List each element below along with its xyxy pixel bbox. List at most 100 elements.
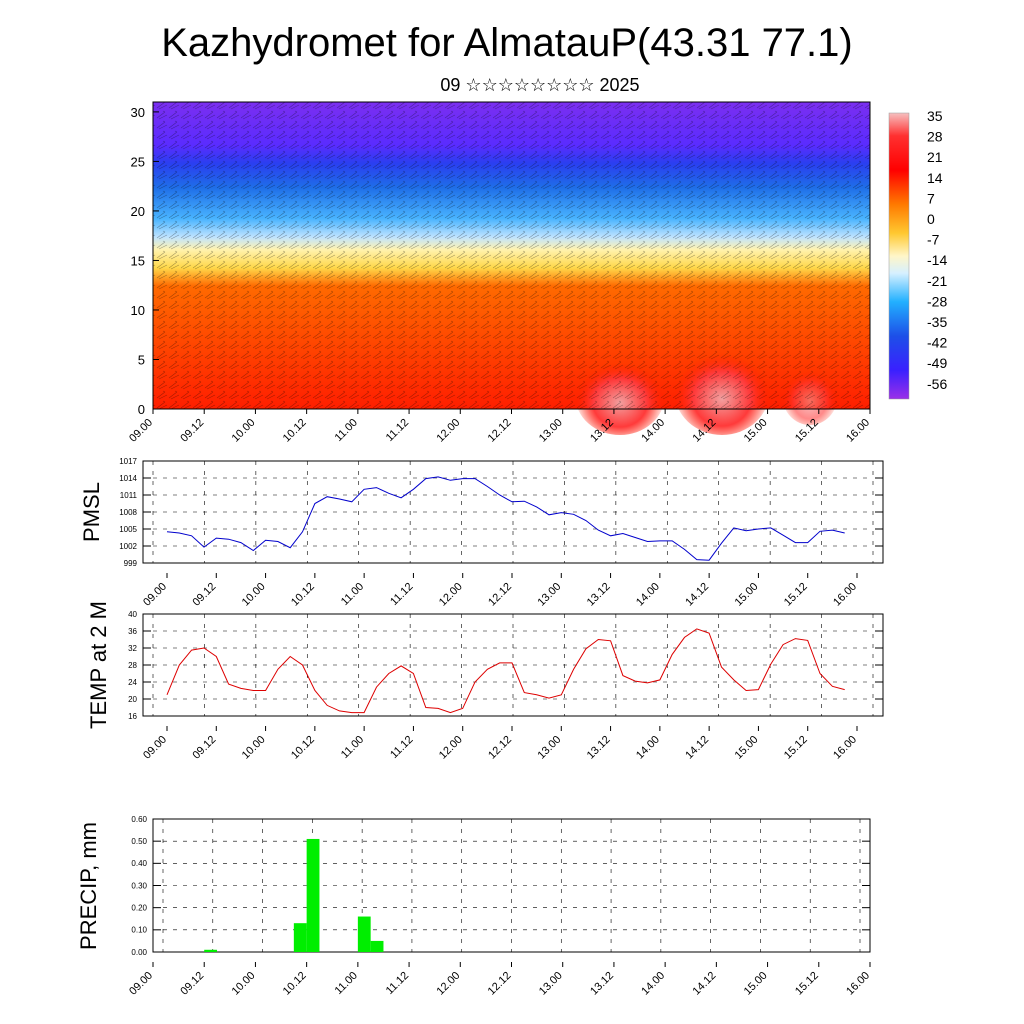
precip-x-tick-label: 12.12 xyxy=(486,970,514,998)
xsec-x-tick-label: 12.12 xyxy=(486,417,514,445)
colorbar-label: -14 xyxy=(927,252,947,268)
precip-bar xyxy=(370,940,384,952)
pmsl-x-tick-label: 16.00 xyxy=(831,581,859,609)
temp-y-label: TEMP at 2 M xyxy=(86,601,111,729)
colorbar-label: -49 xyxy=(927,355,947,371)
precip-x-tick-label: 10.00 xyxy=(230,970,258,998)
pmsl-y-tick-label: 999 xyxy=(124,559,138,568)
xsec-x-tick-label: 09.00 xyxy=(127,417,155,445)
pmsl-y-tick-label: 1014 xyxy=(119,474,137,483)
precip-x-tick-label: 15.00 xyxy=(742,970,770,998)
pmsl-panel: 999 1002 1005 1008 1011 1014 1017 09.00 09.12 10… xyxy=(79,457,884,609)
temp-y-tick-label: 20 xyxy=(128,695,137,704)
temp-x-tick-label: 15.12 xyxy=(782,734,810,762)
temp-x-tick-label: 11.12 xyxy=(388,734,415,761)
precip-x-tick-label: 09.00 xyxy=(127,970,155,998)
temp-y-tick-label: 16 xyxy=(128,712,137,721)
temp-y-tick-label: 24 xyxy=(128,678,137,687)
colorbar-label: 0 xyxy=(927,211,935,227)
pmsl-x-axis: 09.00 09.12 10.00 10.12 11.00 11.12 12.00 12.12… xyxy=(141,573,859,609)
colorbar: 35 28 21 14 7 0 -7 -14 -21 -28 -35 -42 -49 -56 xyxy=(888,108,947,400)
pmsl-x-tick-label: 13.12 xyxy=(585,581,613,609)
pmsl-x-tick-label: 14.00 xyxy=(634,581,662,609)
pmsl-x-tick-label: 09.00 xyxy=(141,581,169,609)
precip-y-tick-label: 0.00 xyxy=(131,948,147,957)
pmsl-x-tick-label: 15.12 xyxy=(782,581,810,609)
precip-bar xyxy=(293,923,307,952)
temp-x-tick-label: 09.12 xyxy=(190,734,218,762)
precip-y-label: PRECIP, mm xyxy=(76,822,101,950)
pmsl-x-tick-label: 11.12 xyxy=(388,581,415,608)
xsec-x-tick-label: 13.00 xyxy=(537,417,565,445)
xsec-y-tick-label: 0 xyxy=(138,402,145,417)
precip-x-tick-label: 13.00 xyxy=(537,970,565,998)
colorbar-label: -7 xyxy=(927,232,940,248)
cross-section-panel: 0 5 10 15 20 25 30 09.00 09.12 10.00 10.12 11.00 11… xyxy=(127,101,872,445)
precip-x-tick-label: 12.00 xyxy=(434,970,462,998)
colorbar-label: -42 xyxy=(927,335,947,351)
pmsl-y-tick-label: 1005 xyxy=(119,525,137,534)
temp-x-tick-label: 16.00 xyxy=(831,734,859,762)
xsec-y-tick-label: 10 xyxy=(131,303,145,318)
xsec-x-tick-label: 12.00 xyxy=(434,417,462,445)
colorbar-labels: 35 28 21 14 7 0 -7 -14 -21 -28 -35 -42 -49 -56 xyxy=(927,108,947,392)
temp-x-tick-label: 09.00 xyxy=(141,734,169,762)
pmsl-x-tick-label: 09.12 xyxy=(190,581,218,609)
pmsl-y-tick-label: 1008 xyxy=(119,508,137,517)
pmsl-x-tick-label: 10.12 xyxy=(289,581,317,609)
precip-x-tick-label: 11.12 xyxy=(384,970,411,997)
temp-x-tick-label: 12.00 xyxy=(437,734,465,762)
xsec-y-tick-label: 25 xyxy=(131,154,145,169)
pmsl-grid xyxy=(152,461,874,563)
pmsl-x-tick-label: 14.12 xyxy=(683,581,711,609)
temp-x-tick-label: 12.12 xyxy=(486,734,514,762)
temp-y-tick-label: 28 xyxy=(128,661,137,670)
colorbar-ramp xyxy=(888,112,910,400)
temp-grid xyxy=(152,614,874,716)
precip-y-tick-label: 0.30 xyxy=(131,881,147,890)
precip-bar xyxy=(357,916,371,952)
pmsl-x-tick-label: 13.00 xyxy=(535,581,563,609)
temp-x-tick-label: 15.00 xyxy=(733,734,761,762)
precip-x-tick-label: 16.00 xyxy=(844,970,872,998)
temp-y-tick-label: 32 xyxy=(128,644,137,653)
colorbar-label: -28 xyxy=(927,293,947,309)
colorbar-label: 35 xyxy=(927,108,943,124)
temp-y-tick-label: 36 xyxy=(128,627,137,636)
xsec-x-tick-label: 11.12 xyxy=(384,417,411,444)
xsec-x-tick-label: 10.00 xyxy=(230,417,258,445)
pmsl-x-tick-label: 15.00 xyxy=(733,581,761,609)
precip-y-tick-label: 0.40 xyxy=(131,859,147,868)
precip-y-axis: 0.00 0.10 0.20 0.30 0.40 0.50 0.60 xyxy=(131,815,870,957)
colorbar-label: 7 xyxy=(927,190,935,206)
precip-y-tick-label: 0.60 xyxy=(131,815,147,824)
precip-x-tick-label: 14.00 xyxy=(639,970,667,998)
temp-x-tick-label: 14.12 xyxy=(683,734,711,762)
precip-x-tick-label: 10.12 xyxy=(281,970,309,998)
precip-x-tick-label: 09.12 xyxy=(178,970,206,998)
pmsl-x-tick-label: 11.00 xyxy=(339,581,366,608)
colorbar-label: -21 xyxy=(927,273,947,289)
temp-x-axis: 09.00 09.12 10.00 10.12 11.00 11.12 12.00 12.12… xyxy=(141,726,859,762)
precip-y-tick-label: 0.50 xyxy=(131,837,147,846)
temp-y-axis: 16 20 24 28 32 36 40 xyxy=(128,610,883,721)
precip-y-tick-label: 0.20 xyxy=(131,903,147,912)
precip-panel: 0.00 0.10 0.20 0.30 0.40 0.50 0.60 09.00 09.12 1… xyxy=(76,815,872,998)
colorbar-label: 21 xyxy=(927,149,943,165)
pmsl-x-tick-label: 10.00 xyxy=(240,581,268,609)
precip-bars xyxy=(204,838,384,952)
precip-x-tick-label: 14.12 xyxy=(691,970,719,998)
temp-x-tick-label: 10.00 xyxy=(240,734,268,762)
precip-x-tick-label: 13.12 xyxy=(588,970,616,998)
colorbar-label: -35 xyxy=(927,314,947,330)
page-subtitle: 09 ☆☆☆☆☆☆☆☆ 2025 xyxy=(440,75,639,95)
precip-bar xyxy=(306,838,320,952)
xsec-x-tick-label: 16.00 xyxy=(844,417,872,445)
temp-y-tick-label: 40 xyxy=(128,610,137,619)
pmsl-y-tick-label: 1017 xyxy=(119,457,137,466)
cross-section-y-axis: 0 5 10 15 20 25 30 xyxy=(131,105,159,417)
pmsl-x-tick-label: 12.12 xyxy=(486,581,514,609)
temp-x-tick-label: 13.12 xyxy=(585,734,613,762)
